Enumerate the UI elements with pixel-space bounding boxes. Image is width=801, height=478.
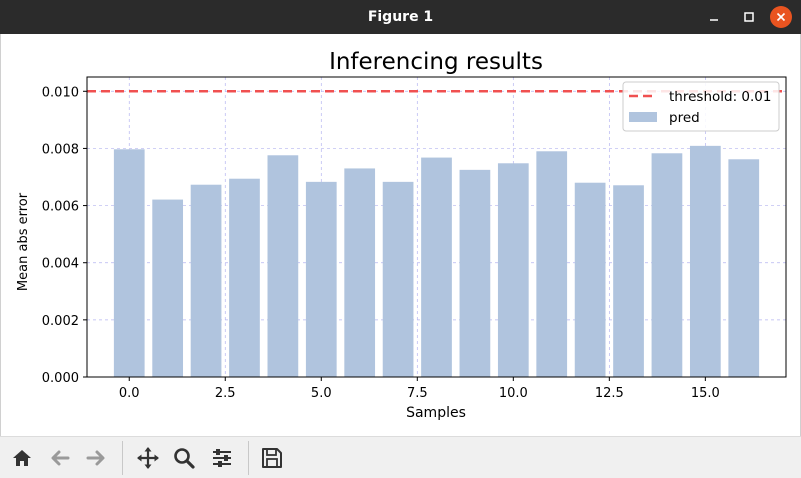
bar — [190, 184, 222, 377]
minimize-icon — [710, 19, 718, 21]
x-axis-label: Samples — [406, 405, 466, 421]
minimize-button[interactable] — [703, 6, 725, 28]
x-tick-label: 12.5 — [595, 386, 624, 401]
forward-button[interactable] — [82, 444, 110, 472]
y-tick-label: 0.000 — [42, 371, 79, 386]
pan-icon — [137, 447, 159, 469]
y-tick-label: 0.006 — [42, 200, 79, 215]
plot-frame — [86, 76, 787, 378]
bar — [613, 185, 644, 377]
x-tick-label: 7.5 — [407, 386, 428, 401]
bar — [574, 182, 606, 377]
pan-button[interactable] — [134, 444, 162, 472]
forward-arrow-icon — [86, 450, 105, 466]
home-icon — [13, 450, 31, 466]
bar — [344, 168, 376, 377]
close-button[interactable] — [770, 6, 792, 28]
x-tick-label: 15.0 — [691, 386, 720, 401]
configure-subplots-button[interactable] — [208, 444, 236, 472]
legend-box — [622, 81, 780, 132]
bar — [305, 181, 337, 377]
legend-pred-swatch — [629, 112, 657, 122]
navigation-toolbar — [0, 436, 801, 478]
legend: threshold: 0.01 pred — [622, 81, 780, 132]
home-button[interactable] — [8, 444, 36, 472]
bar — [382, 181, 414, 377]
window-titlebar[interactable]: Figure 1 — [0, 0, 801, 34]
zoom-icon — [174, 448, 195, 469]
bar — [497, 163, 529, 377]
bar — [536, 151, 568, 377]
bars — [113, 145, 760, 377]
toolbar-separator — [248, 441, 249, 475]
chart-title: Inferencing results — [329, 49, 543, 75]
y-axis-ticks: 0.000 0.002 0.004 0.006 0.008 0.010 — [42, 85, 87, 386]
maximize-button[interactable] — [738, 6, 760, 28]
chart: Inferencing results 0.0 2.5 5.0 7.5 10.0 12.5… — [16, 49, 787, 421]
bar — [267, 155, 299, 377]
x-tick-label: 5.0 — [311, 386, 332, 401]
x-tick-label: 0.0 — [119, 386, 140, 401]
bar — [689, 145, 721, 377]
bar — [459, 169, 491, 377]
legend-threshold-label: threshold: 0.01 — [669, 89, 771, 105]
back-button[interactable] — [46, 444, 74, 472]
back-arrow-icon — [51, 450, 70, 466]
zoom-button[interactable] — [170, 444, 198, 472]
figure-canvas[interactable]: Inferencing results 0.0 2.5 5.0 7.5 10.0 12.5… — [0, 34, 801, 436]
bar — [229, 178, 260, 377]
window-title: Figure 1 — [367, 9, 434, 25]
bar — [421, 157, 452, 377]
y-tick-label: 0.008 — [42, 142, 79, 157]
configure-subplots-icon — [213, 449, 231, 467]
bar — [651, 153, 683, 377]
close-icon — [776, 12, 786, 22]
y-tick-label: 0.004 — [42, 257, 79, 272]
x-tick-label: 10.0 — [499, 386, 528, 401]
x-tick-label: 2.5 — [215, 386, 236, 401]
save-button[interactable] — [258, 444, 286, 472]
bar — [152, 199, 184, 377]
x-axis-ticks: 0.0 2.5 5.0 7.5 10.0 12.5 15.0 — [119, 377, 720, 401]
save-icon — [262, 448, 282, 468]
y-axis-label: Mean abs error — [16, 192, 31, 291]
bar — [728, 159, 760, 377]
toolbar-separator — [122, 441, 123, 475]
legend-pred-label: pred — [669, 110, 700, 126]
maximize-icon — [744, 12, 754, 22]
y-tick-label: 0.010 — [42, 85, 79, 100]
bar — [113, 149, 145, 377]
y-tick-label: 0.002 — [42, 314, 79, 329]
